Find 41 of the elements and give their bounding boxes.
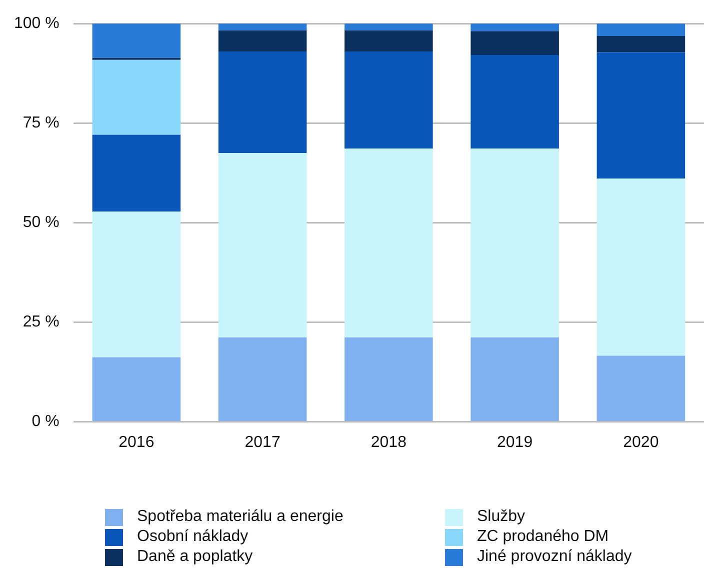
bar [470,31,559,56]
bar [218,51,307,154]
bar [470,24,559,32]
bar [596,178,686,356]
bar [596,24,686,36]
bar [218,153,307,338]
legend-label: Spotřeba materiálu a energie [137,508,344,526]
bar [596,52,686,178]
legend-label: Daně a poplatky [137,548,253,566]
x-tick-label: 2019 [497,434,533,451]
y-tick-label: 25 % [22,314,60,331]
x-tick-label: 2016 [118,434,154,451]
bar [344,30,433,52]
legend-label: Služby [477,508,526,526]
bar [92,357,181,422]
bar [470,148,559,338]
bar [596,356,686,422]
bar [218,30,307,52]
bar [344,51,433,149]
bar [92,212,181,358]
y-tick-label: 100 % [14,15,60,32]
bar [596,36,686,52]
bar [218,337,307,422]
bar [344,337,433,422]
bar [470,55,559,149]
legend-label: ZC prodaného DM [477,528,609,546]
bar [344,148,433,338]
x-tick-label: 2018 [370,434,407,451]
y-tick-label: 0 % [32,413,60,430]
bar [92,24,181,58]
bar [470,337,559,422]
y-tick-label: 50 % [22,214,60,232]
bar [344,24,433,30]
bar [92,60,181,135]
bar [218,24,307,30]
y-tick-label: 75 % [22,114,60,132]
legend-label: Jiné provozní náklady [477,548,632,566]
legend-label: Osobní náklady [137,528,248,546]
x-tick-label: 2017 [244,434,280,451]
x-tick-label: 2020 [623,434,659,451]
bar [92,134,181,212]
